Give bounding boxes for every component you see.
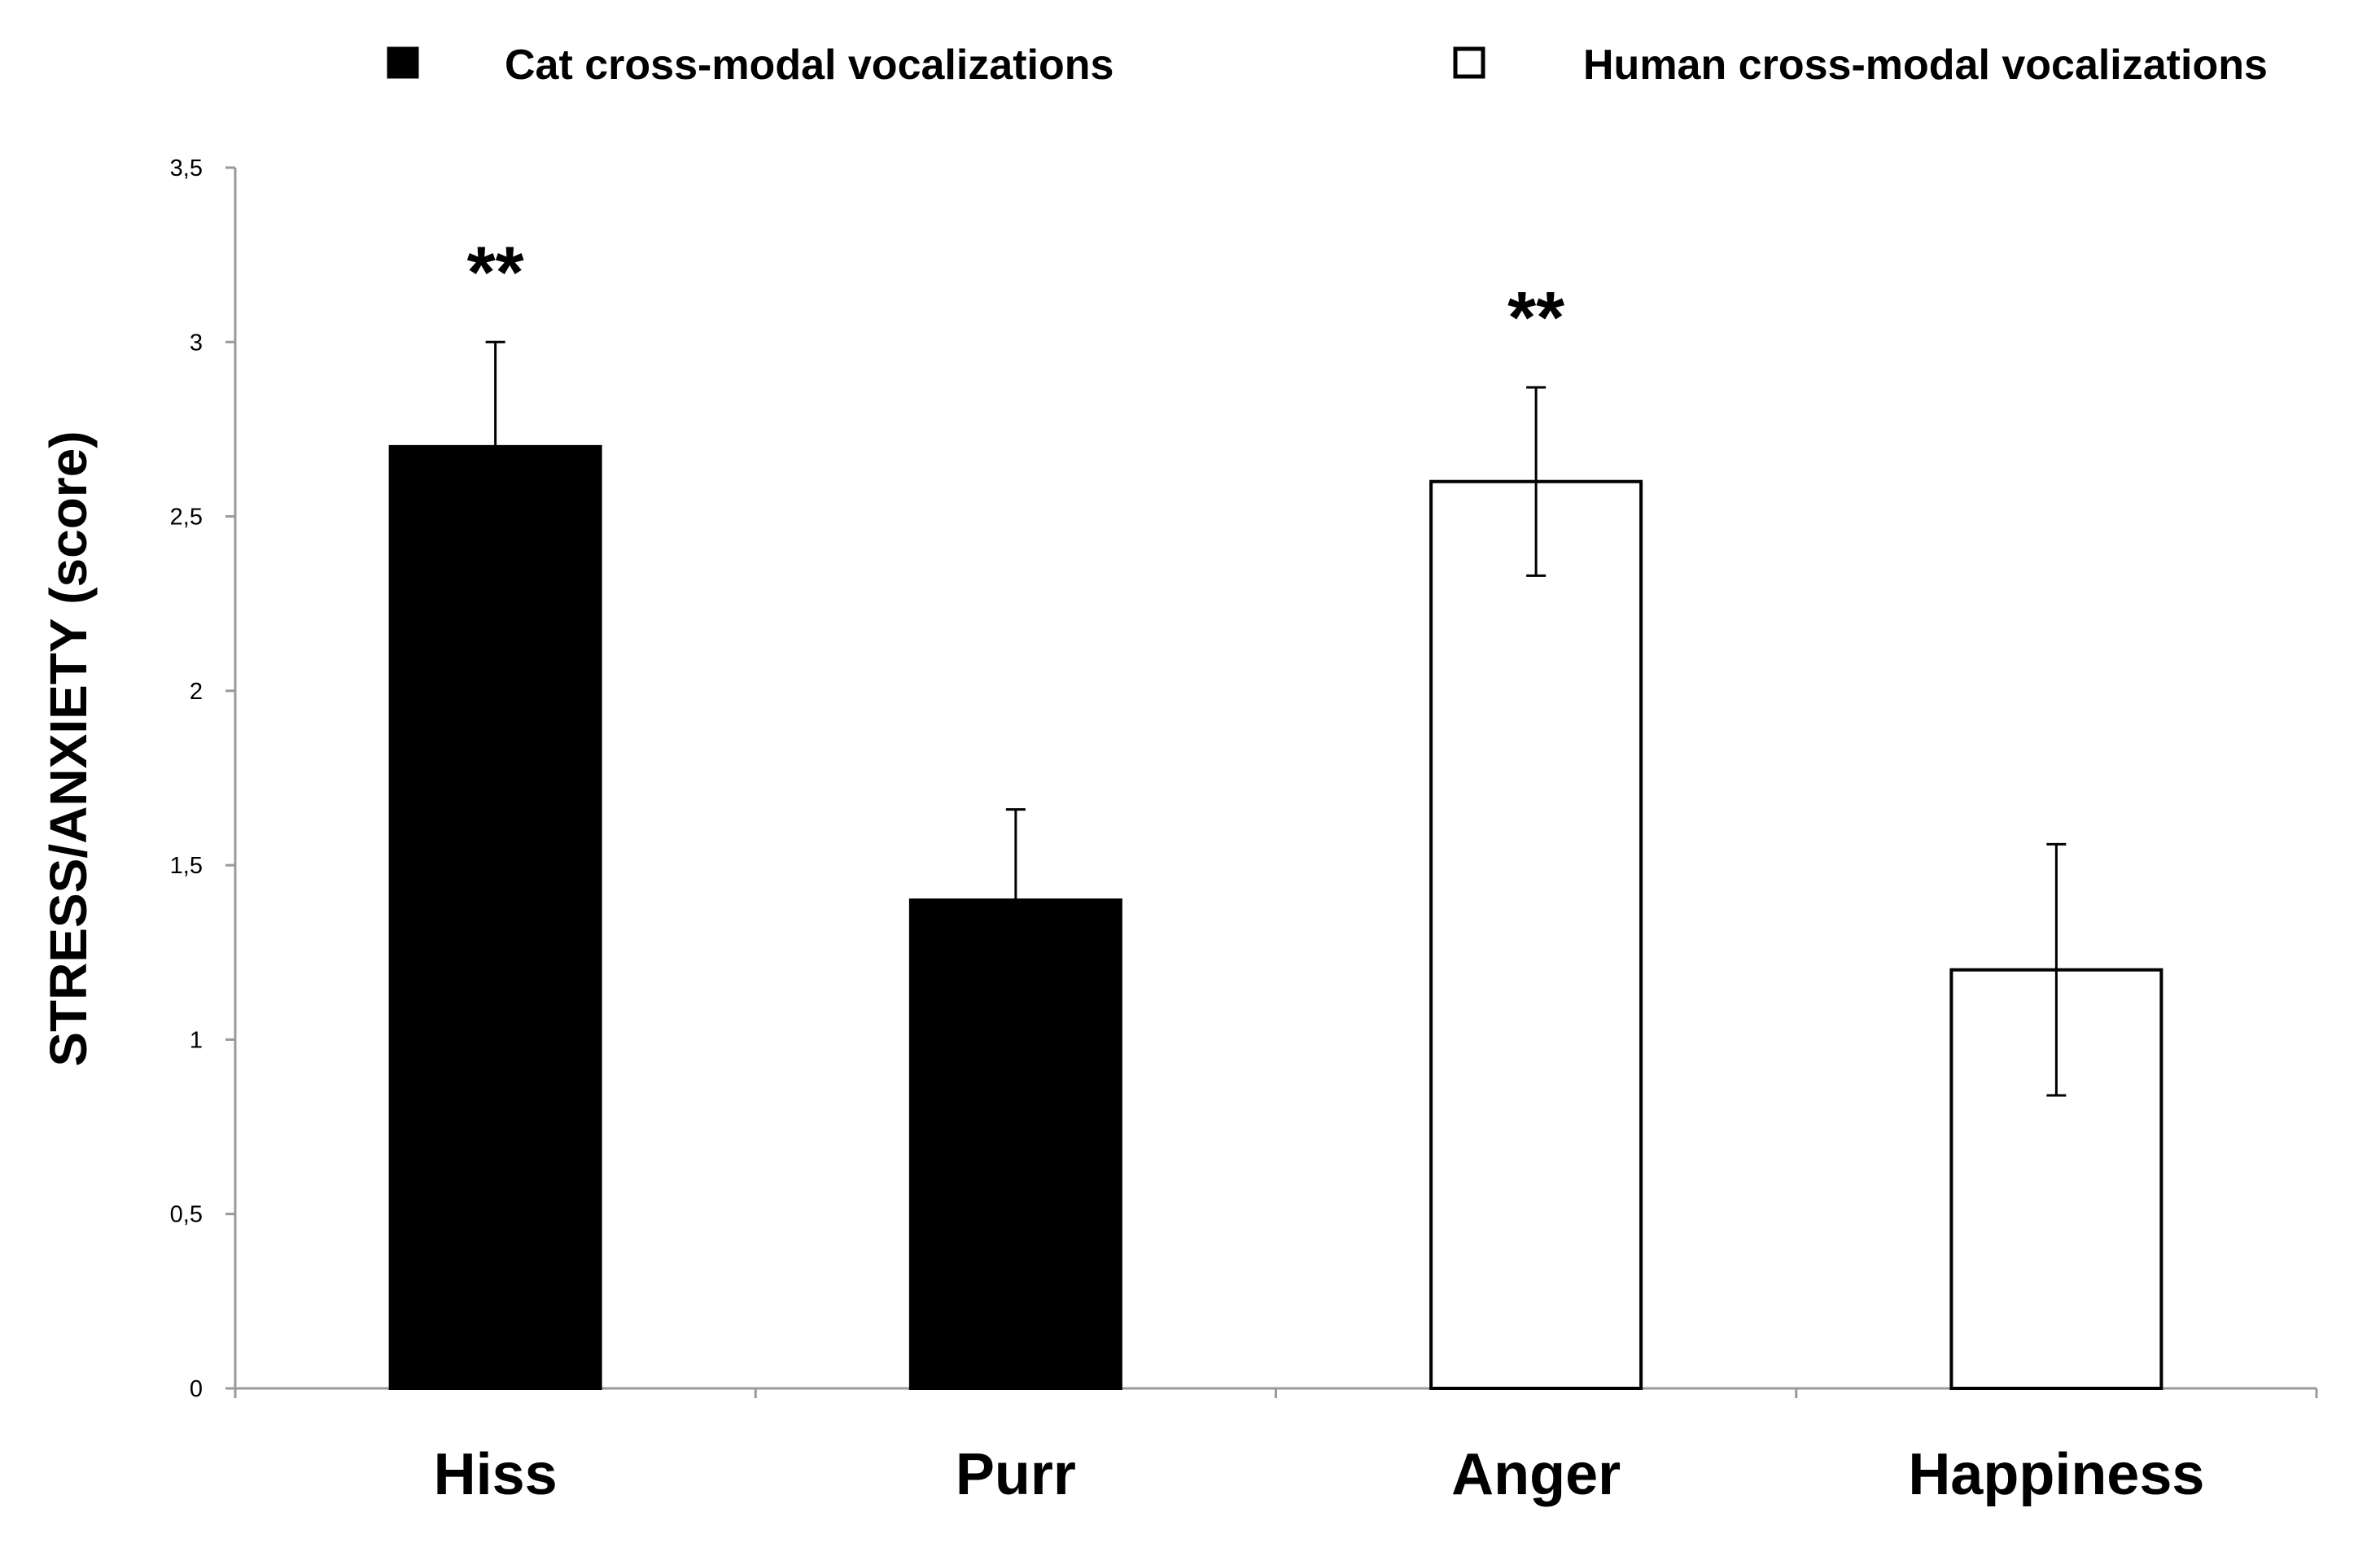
- x-tick-labels: Hiss Purr Anger Happiness: [434, 1442, 2205, 1507]
- annotations: ** **: [467, 232, 1565, 359]
- y-tick-label: 1,5: [170, 853, 203, 879]
- y-axis-label: STRESS/ANXIETY (score): [39, 431, 98, 1066]
- error-bars: [485, 340, 2067, 1097]
- legend-swatch: [1453, 46, 1485, 79]
- y-axis-label-group: STRESS/ANXIETY (score): [39, 431, 98, 1066]
- bar-purr: [908, 898, 1122, 1390]
- legend-swatch: [387, 46, 419, 79]
- y-tick-label: 0: [190, 1376, 203, 1402]
- y-tick-label: 2: [190, 679, 203, 705]
- bar-anger: [1429, 479, 1643, 1391]
- x-tick-label-purr: Purr: [956, 1442, 1076, 1507]
- y-tick-label: 3: [190, 330, 203, 356]
- y-tick-label: 2,5: [170, 505, 203, 531]
- y-tick-label: 3,5: [170, 155, 203, 181]
- x-tick-label-hiss: Hiss: [434, 1442, 558, 1507]
- legend-label: Human cross-modal vocalizations: [1583, 42, 2268, 89]
- significance-marker: **: [1507, 278, 1564, 359]
- x-tick-label-anger: Anger: [1451, 1442, 1621, 1507]
- y-tick-label: 0,5: [170, 1202, 203, 1228]
- x-tick-label-happiness: Happiness: [1908, 1442, 2204, 1507]
- bar-hiss: [388, 444, 602, 1390]
- y-tick-label: 1: [190, 1027, 203, 1053]
- legend-label: Cat cross-modal vocalizations: [505, 42, 1113, 89]
- bars: [388, 444, 2163, 1391]
- significance-marker: **: [467, 232, 524, 313]
- legend: Cat cross-modal vocalizations Human cross…: [387, 42, 2268, 89]
